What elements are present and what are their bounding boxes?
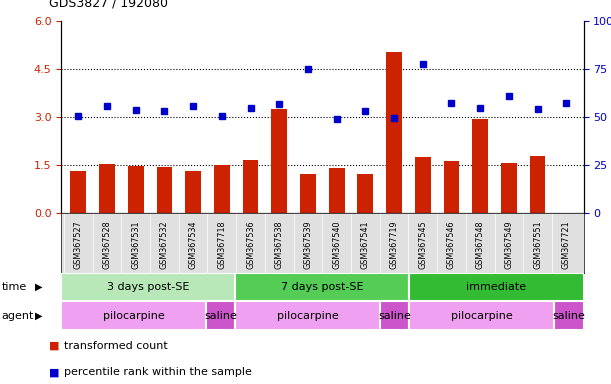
Bar xyxy=(61,301,206,330)
Bar xyxy=(501,163,517,213)
Bar xyxy=(386,51,402,213)
Text: saline: saline xyxy=(204,311,237,321)
Text: time: time xyxy=(2,282,27,292)
Text: 3 days post-SE: 3 days post-SE xyxy=(107,282,189,292)
Bar xyxy=(235,273,409,301)
Bar xyxy=(380,301,409,330)
Bar xyxy=(357,174,373,213)
Text: GSM367548: GSM367548 xyxy=(476,220,485,269)
Text: GSM367539: GSM367539 xyxy=(304,220,312,269)
Bar xyxy=(415,157,431,213)
Bar xyxy=(472,119,488,213)
Text: GSM367721: GSM367721 xyxy=(562,220,571,269)
Text: ■: ■ xyxy=(49,341,59,351)
Bar xyxy=(300,174,316,213)
Text: saline: saline xyxy=(552,311,585,321)
Text: GSM367536: GSM367536 xyxy=(246,220,255,269)
Text: ▶: ▶ xyxy=(35,311,43,321)
Bar xyxy=(61,273,235,301)
Text: immediate: immediate xyxy=(466,282,527,292)
Text: saline: saline xyxy=(378,311,411,321)
Text: agent: agent xyxy=(2,311,34,321)
Text: GSM367549: GSM367549 xyxy=(504,220,513,269)
Bar xyxy=(329,168,345,213)
Bar xyxy=(185,171,201,213)
Text: GSM367528: GSM367528 xyxy=(103,220,112,269)
Text: GSM367719: GSM367719 xyxy=(390,220,398,269)
Text: GDS3827 / 192080: GDS3827 / 192080 xyxy=(49,0,168,9)
Text: GSM367540: GSM367540 xyxy=(332,220,341,269)
Bar xyxy=(555,301,584,330)
Text: pilocarpine: pilocarpine xyxy=(451,311,513,321)
Text: ▶: ▶ xyxy=(35,282,43,292)
Bar xyxy=(271,109,287,213)
Text: GSM367534: GSM367534 xyxy=(189,220,197,269)
Text: ■: ■ xyxy=(49,367,59,377)
Text: pilocarpine: pilocarpine xyxy=(277,311,338,321)
Text: GSM367546: GSM367546 xyxy=(447,220,456,269)
Bar xyxy=(70,171,86,213)
Bar xyxy=(409,301,555,330)
Bar xyxy=(99,164,115,213)
Text: pilocarpine: pilocarpine xyxy=(103,311,164,321)
Bar xyxy=(409,273,584,301)
Text: GSM367545: GSM367545 xyxy=(419,220,427,269)
Text: GSM367541: GSM367541 xyxy=(361,220,370,269)
Text: GSM367531: GSM367531 xyxy=(131,220,141,269)
Bar xyxy=(235,301,380,330)
Bar xyxy=(214,165,230,213)
Bar xyxy=(156,167,172,213)
Text: transformed count: transformed count xyxy=(64,341,168,351)
Text: GSM367527: GSM367527 xyxy=(74,220,83,269)
Bar xyxy=(206,301,235,330)
Bar xyxy=(530,156,546,213)
Bar xyxy=(243,161,258,213)
Bar xyxy=(128,166,144,213)
Text: 7 days post-SE: 7 days post-SE xyxy=(281,282,364,292)
Bar xyxy=(444,161,459,213)
Text: GSM367551: GSM367551 xyxy=(533,220,542,269)
Text: GSM367538: GSM367538 xyxy=(275,220,284,269)
Text: GSM367718: GSM367718 xyxy=(218,220,226,269)
Text: percentile rank within the sample: percentile rank within the sample xyxy=(64,367,252,377)
Text: GSM367532: GSM367532 xyxy=(160,220,169,269)
